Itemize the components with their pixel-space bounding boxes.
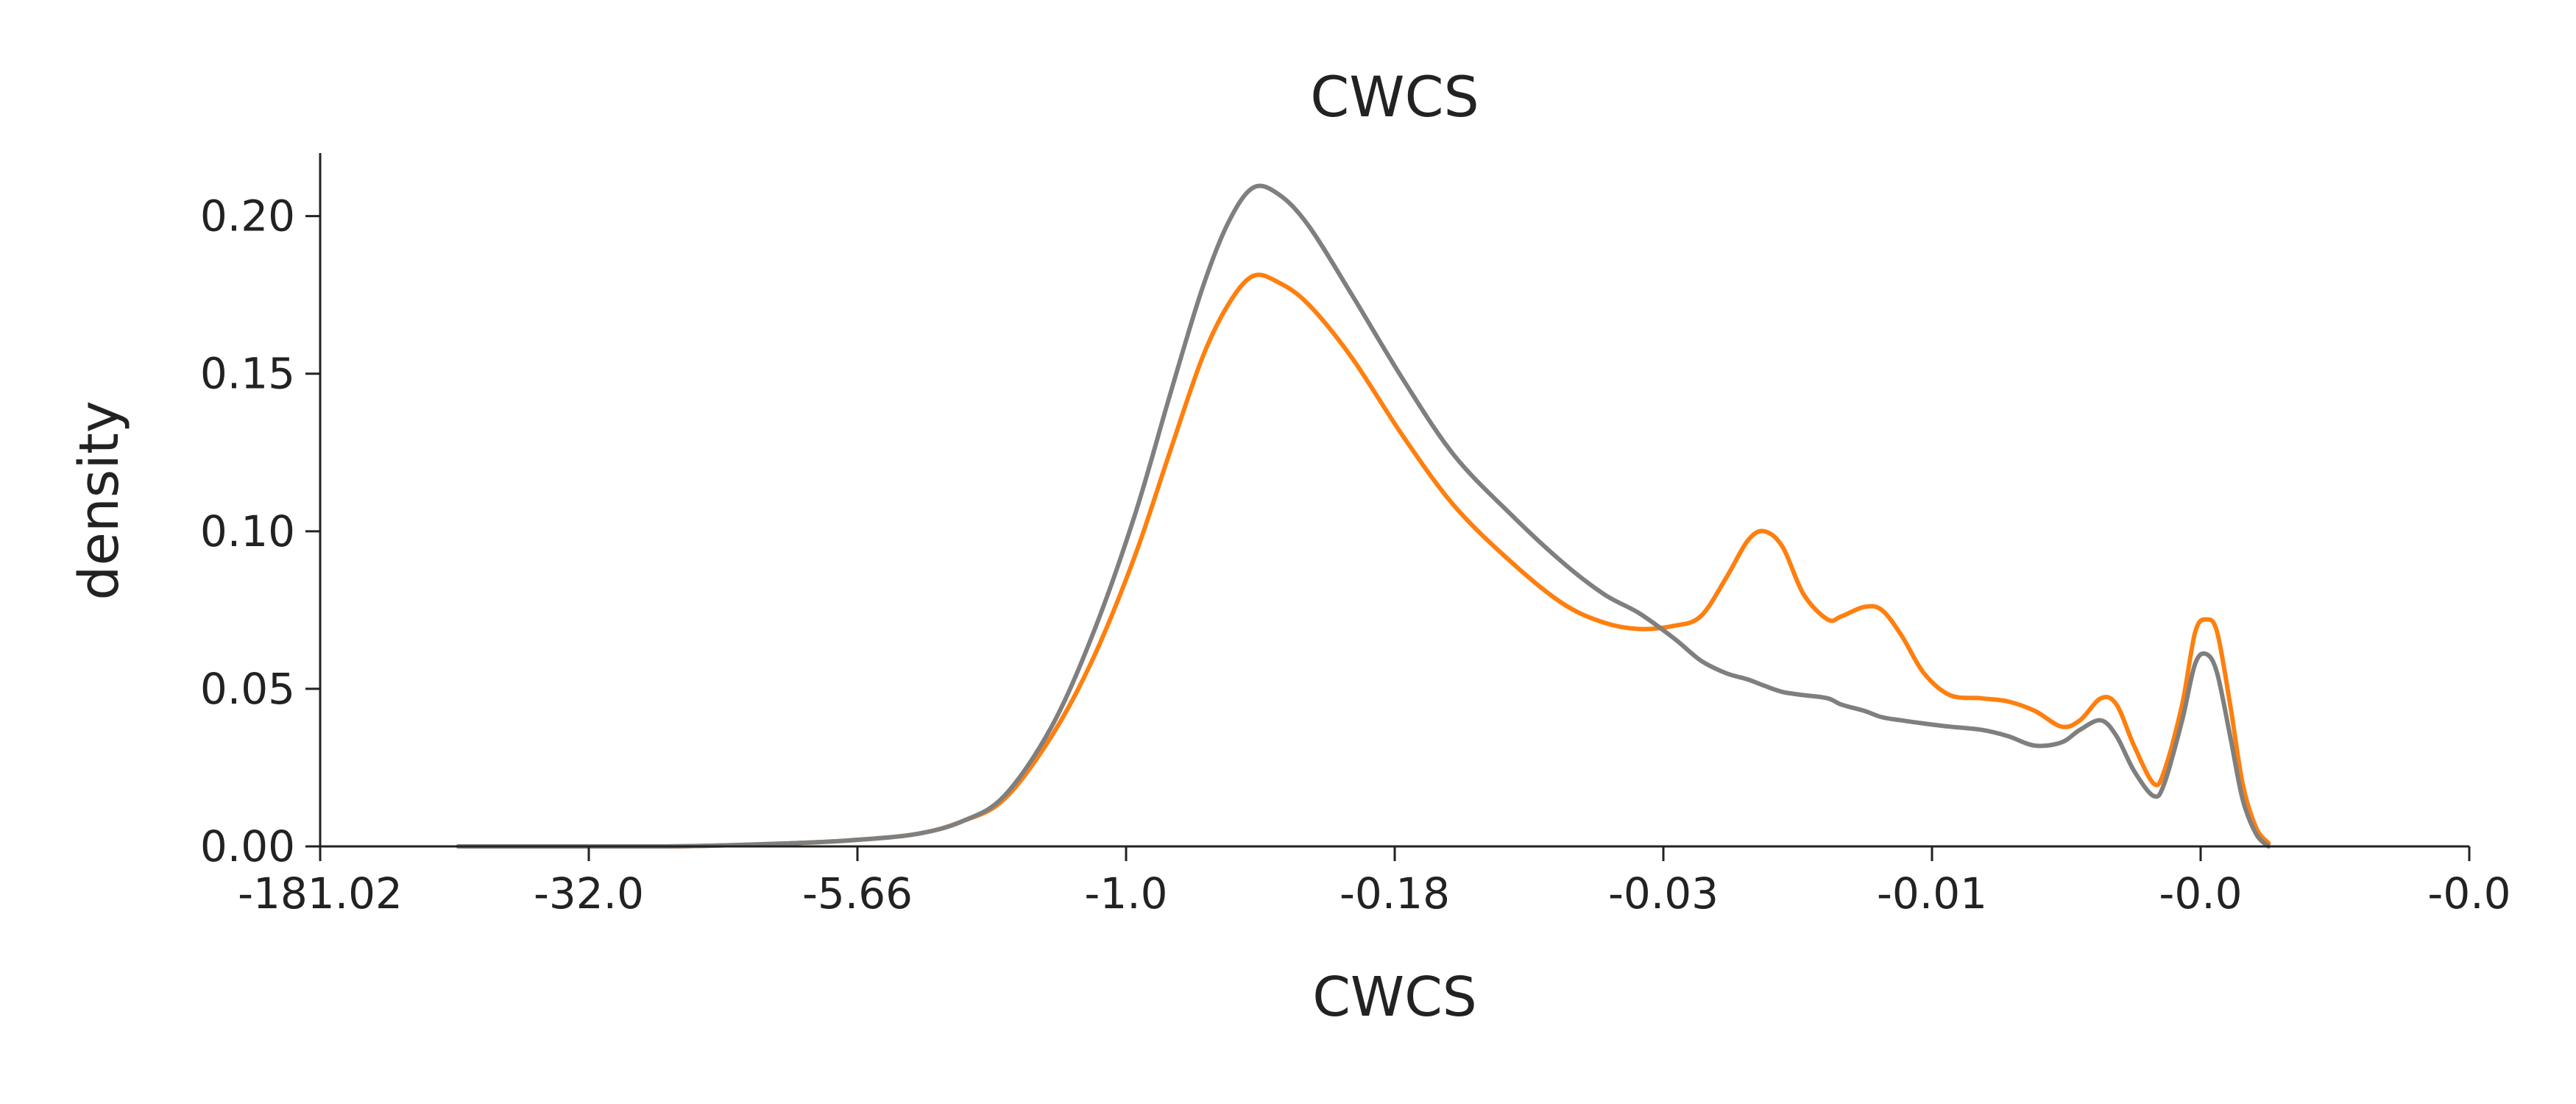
y-axis-ticks: 0.00 0.05 0.10 0.15 0.20 [200, 191, 320, 871]
x-tick-label: -0.03 [1608, 868, 1719, 919]
x-tick-label: -0.0 [2159, 868, 2242, 919]
chart-title: CWCS [1310, 64, 1479, 130]
y-tick-label: 0.20 [200, 191, 295, 241]
x-tick-label: -0.01 [1877, 868, 1987, 919]
series-line-orange [456, 272, 2271, 849]
y-tick-label: 0.10 [200, 506, 295, 556]
y-tick-label: 0.00 [200, 821, 295, 871]
x-tick-label: -0.18 [1340, 868, 1450, 919]
x-tick-label: -1.0 [1084, 868, 1167, 919]
y-tick-label: 0.05 [200, 664, 295, 714]
x-tick-label: -5.66 [802, 868, 913, 919]
series-line-gray [456, 183, 2271, 849]
y-tick-label: 0.15 [200, 349, 295, 399]
y-axis-title: density [68, 400, 131, 600]
x-axis-ticks: -181.02 -32.0 -5.66 -1.0 -0.18 -0.03 -0.01 -0.0… [238, 846, 2511, 919]
x-tick-label: -0.0 [2427, 868, 2510, 919]
x-tick-label: -181.02 [238, 868, 403, 919]
x-axis-title: CWCS [1312, 966, 1476, 1029]
x-tick-label: -32.0 [534, 868, 644, 919]
plot-area: -181.02 -32.0 -5.66 -1.0 -0.18 -0.03 -0.01 -0.0… [200, 153, 2511, 919]
series-layer [456, 183, 2271, 849]
